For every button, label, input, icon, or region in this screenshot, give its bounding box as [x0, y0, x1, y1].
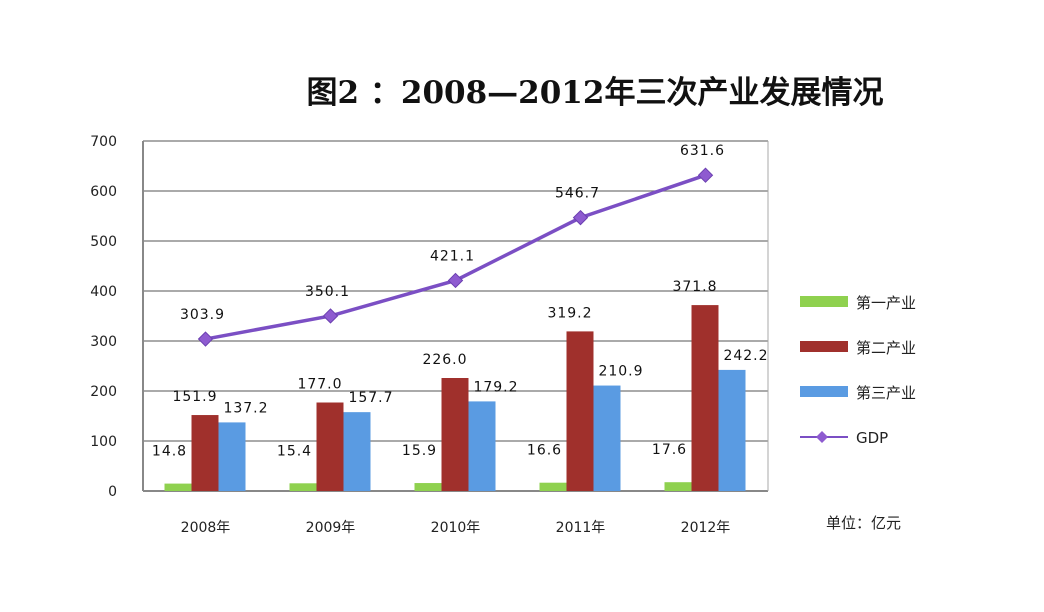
data-label: 15.4	[277, 443, 312, 459]
gdp-marker	[572, 209, 589, 226]
gdp-marker	[322, 308, 339, 324]
bar-第二产业	[566, 331, 594, 491]
unit-note: 单位：亿元	[826, 514, 901, 532]
data-label: 15.9	[402, 443, 437, 459]
y-tick-label: 600	[90, 184, 117, 200]
data-label: 14.8	[152, 444, 187, 460]
data-label: 303.9	[180, 307, 225, 323]
gdp-marker	[447, 272, 464, 289]
bar-第二产业	[191, 415, 219, 491]
bar-第三产业	[593, 385, 621, 491]
bar-第一产业	[164, 483, 192, 491]
y-tick-label: 300	[90, 334, 117, 350]
x-tick-label: 2011年	[556, 520, 606, 536]
bar-第二产业	[691, 305, 719, 491]
legend-marker	[816, 431, 828, 443]
y-tick-label: 100	[90, 434, 117, 450]
chart-title: 图2 ：2008—2012年三次产业发展情况	[307, 75, 884, 111]
bar-第二产业	[441, 378, 469, 491]
bar-第三产业	[218, 422, 246, 491]
data-label: 177.0	[297, 377, 342, 393]
data-label: 631.6	[680, 143, 725, 159]
x-tick-label: 2009年	[306, 520, 356, 536]
data-label: 242.2	[723, 348, 768, 364]
bar-第三产业	[718, 369, 746, 491]
data-label: 157.7	[348, 390, 393, 406]
bar-第一产业	[414, 483, 442, 491]
y-tick-label: 500	[90, 234, 117, 250]
data-label: 17.6	[652, 442, 687, 458]
legend-label: 第二产业	[856, 339, 916, 357]
y-tick-label: 200	[90, 384, 117, 400]
bar-第一产业	[664, 482, 692, 491]
y-tick-label: 0	[108, 484, 117, 500]
bar-第二产业	[316, 402, 344, 491]
legend-label: 第一产业	[856, 294, 916, 312]
data-label: 179.2	[473, 379, 518, 395]
y-tick-label: 700	[90, 134, 117, 150]
data-label: 16.6	[527, 443, 562, 459]
legend-label: GDP	[856, 429, 888, 447]
data-label: 210.9	[598, 364, 643, 380]
gdp-marker	[697, 167, 714, 183]
legend-swatch	[800, 341, 848, 352]
bar-第一产业	[289, 483, 317, 491]
data-label: 546.7	[555, 186, 600, 202]
data-label: 421.1	[430, 248, 475, 264]
data-label: 319.2	[547, 305, 592, 321]
legend-swatch	[800, 386, 848, 397]
gdp-marker	[197, 331, 214, 347]
data-label: 226.0	[422, 352, 467, 368]
legend-swatch	[800, 296, 848, 307]
data-label: 350.1	[305, 284, 350, 300]
y-tick-label: 400	[90, 284, 117, 300]
bar-第一产业	[539, 482, 567, 491]
x-tick-label: 2012年	[681, 520, 731, 536]
bar-第三产业	[468, 401, 496, 491]
legend-label: 第三产业	[856, 384, 916, 402]
data-label: 151.9	[172, 389, 217, 405]
data-label: 371.8	[672, 279, 717, 295]
x-tick-label: 2010年	[431, 520, 481, 536]
bar-第三产业	[343, 412, 371, 491]
data-label: 137.2	[223, 400, 268, 416]
x-tick-label: 2008年	[181, 520, 231, 536]
